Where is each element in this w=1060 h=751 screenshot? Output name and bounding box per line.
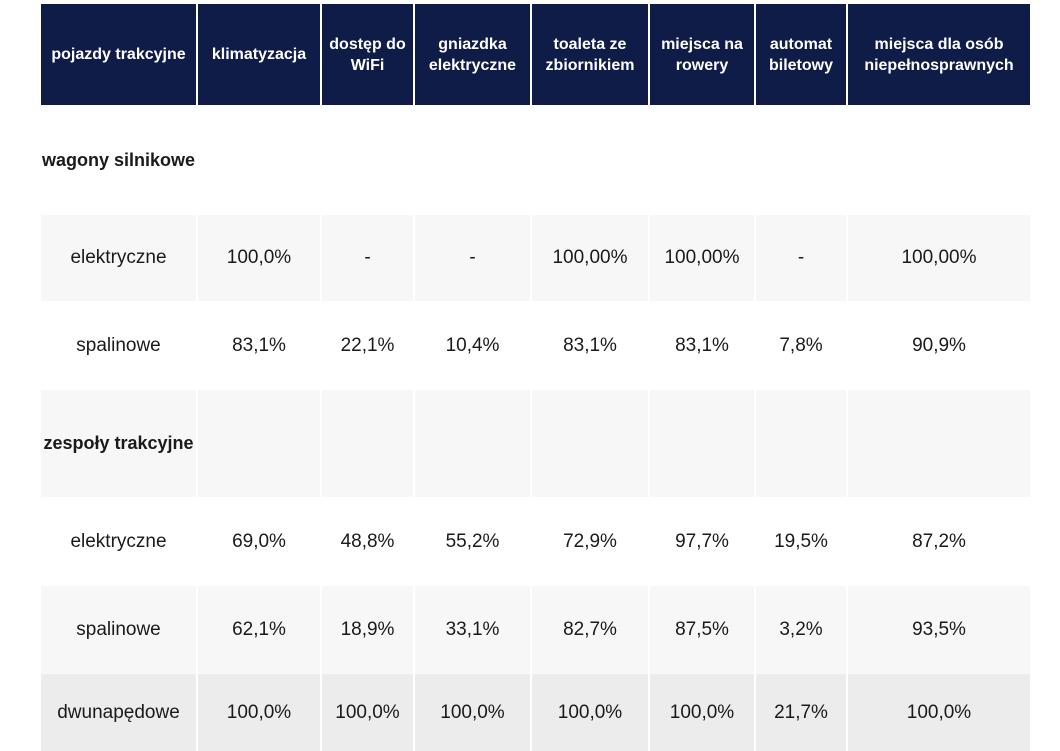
table-row: spalinowe 62,1% 18,9% 33,1% 82,7% 87,5% …	[41, 586, 1030, 674]
header-ticket-machine: automat biletowy	[754, 4, 848, 105]
table-cell: 90,9%	[846, 301, 1030, 390]
table-cell: 55,2%	[413, 497, 532, 586]
table-cell	[754, 105, 848, 215]
table-cell: 83,1%	[648, 301, 756, 390]
table-cell: 33,1%	[413, 586, 532, 674]
header-toilet: toaleta ze zbiornikiem	[530, 4, 650, 105]
header-vehicles: pojazdy trakcyjne	[41, 4, 198, 105]
header-bike-spaces: miejsca na rowery	[648, 4, 756, 105]
table-cell: 69,0%	[196, 497, 322, 586]
table-cell: 19,5%	[754, 497, 848, 586]
table-cell: 100,00%	[648, 215, 756, 301]
row-label: elektryczne	[41, 215, 198, 301]
table-cell	[846, 390, 1030, 497]
table-cell: 48,8%	[320, 497, 415, 586]
table-cell	[530, 105, 650, 215]
header-row: pojazdy trakcyjne klimatyzacja dostęp do…	[41, 4, 1030, 105]
table-cell: 72,9%	[530, 497, 650, 586]
equipment-table: pojazdy trakcyjne klimatyzacja dostęp do…	[41, 4, 1030, 751]
table-cell: 100,0%	[846, 674, 1030, 751]
table-cell: 22,1%	[320, 301, 415, 390]
table-cell: -	[754, 215, 848, 301]
table-cell	[648, 390, 756, 497]
table-cell: 100,0%	[530, 674, 650, 751]
table-cell: 100,00%	[530, 215, 650, 301]
table-cell: 87,5%	[648, 586, 756, 674]
row-label: dwunapędowe	[41, 674, 198, 751]
table-cell	[530, 390, 650, 497]
table-cell: 93,5%	[846, 586, 1030, 674]
table-row: spalinowe 83,1% 22,1% 10,4% 83,1% 83,1% …	[41, 301, 1030, 390]
header-power-sockets: gniazdka elektryczne	[413, 4, 532, 105]
table-cell	[413, 390, 532, 497]
table-cell: 87,2%	[846, 497, 1030, 586]
header-air-conditioning: klimatyzacja	[196, 4, 322, 105]
table-cell: 10,4%	[413, 301, 532, 390]
row-label: spalinowe	[41, 301, 198, 390]
section-row: zespoły trakcyjne	[41, 390, 1030, 497]
table-cell	[196, 390, 322, 497]
table-cell	[754, 390, 848, 497]
table-cell: 3,2%	[754, 586, 848, 674]
table-cell: 100,0%	[196, 674, 322, 751]
table-cell	[320, 390, 415, 497]
table-cell: 97,7%	[648, 497, 756, 586]
table-cell: 100,0%	[648, 674, 756, 751]
table-cell: 100,00%	[846, 215, 1030, 301]
table-cell: 100,0%	[320, 674, 415, 751]
header-wifi: dostęp do WiFi	[320, 4, 415, 105]
table-cell: 100,0%	[196, 215, 322, 301]
table-cell	[196, 105, 322, 215]
table-cell	[413, 105, 532, 215]
table-row: elektryczne 69,0% 48,8% 55,2% 72,9% 97,7…	[41, 497, 1030, 586]
table-cell: 100,0%	[413, 674, 532, 751]
table-row: dwunapędowe 100,0% 100,0% 100,0% 100,0% …	[41, 674, 1030, 751]
header-disabled-spaces: miejsca dla osób niepełnosprawnych	[846, 4, 1030, 105]
table-cell: 7,8%	[754, 301, 848, 390]
table-cell: 21,7%	[754, 674, 848, 751]
table-cell: -	[320, 215, 415, 301]
table-cell	[648, 105, 756, 215]
table-cell	[846, 105, 1030, 215]
table-cell: 18,9%	[320, 586, 415, 674]
table-cell: 83,1%	[530, 301, 650, 390]
table-row: elektryczne 100,0% - - 100,00% 100,00% -…	[41, 215, 1030, 301]
row-label: spalinowe	[41, 586, 198, 674]
row-label: elektryczne	[41, 497, 198, 586]
table-cell: -	[413, 215, 532, 301]
section-label: wagony silnikowe	[41, 105, 198, 215]
table-cell: 82,7%	[530, 586, 650, 674]
section-label: zespoły trakcyjne	[41, 390, 198, 497]
table-cell: 62,1%	[196, 586, 322, 674]
table-cell	[320, 105, 415, 215]
section-row: wagony silnikowe	[41, 105, 1030, 215]
table-cell: 83,1%	[196, 301, 322, 390]
